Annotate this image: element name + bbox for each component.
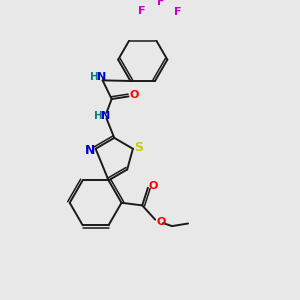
Text: S: S (134, 141, 143, 154)
Text: H: H (94, 111, 103, 121)
Text: O: O (156, 217, 166, 227)
Text: F: F (138, 6, 145, 16)
Text: N: N (85, 144, 95, 157)
Text: O: O (130, 90, 139, 100)
Text: O: O (149, 181, 158, 191)
Text: H: H (91, 72, 99, 82)
Text: F: F (157, 0, 164, 8)
Text: N: N (97, 72, 106, 82)
Text: F: F (174, 7, 181, 17)
Text: N: N (100, 111, 110, 121)
